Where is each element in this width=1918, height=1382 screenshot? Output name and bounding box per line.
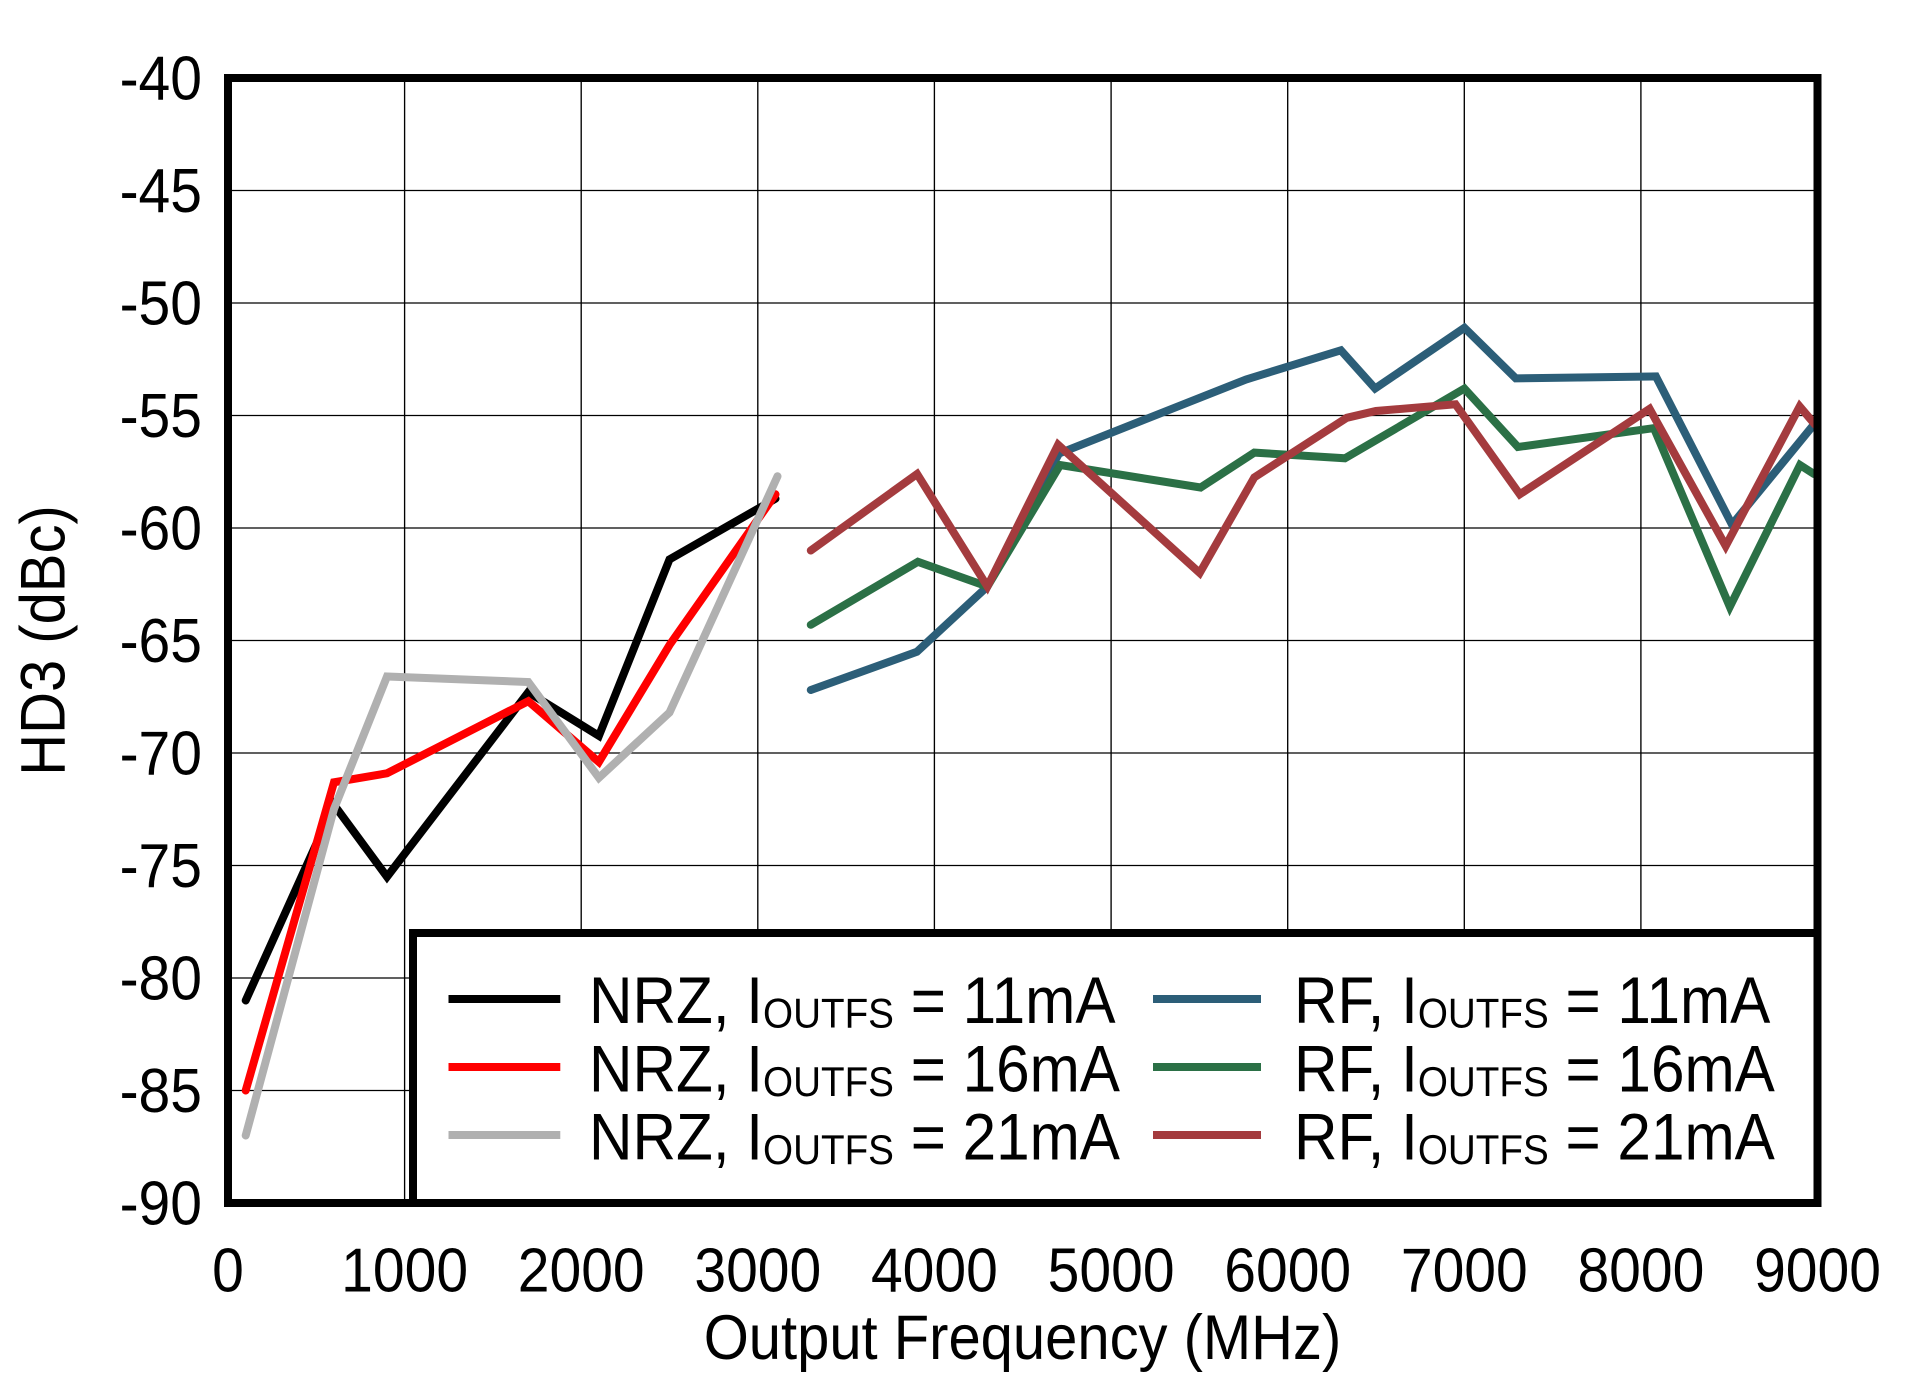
svg-text:-65: -65 <box>120 606 202 676</box>
svg-text:7000: 7000 <box>1401 1235 1528 1305</box>
svg-text:-80: -80 <box>120 943 202 1013</box>
svg-text:NRZ, IOUTFS = 16mA: NRZ, IOUTFS = 16mA <box>589 1033 1120 1106</box>
svg-text:NRZ, IOUTFS = 21mA: NRZ, IOUTFS = 21mA <box>589 1101 1120 1174</box>
svg-text:0: 0 <box>212 1235 244 1305</box>
svg-text:2000: 2000 <box>518 1235 645 1305</box>
svg-text:3000: 3000 <box>694 1235 821 1305</box>
svg-text:9000: 9000 <box>1754 1235 1881 1305</box>
svg-text:-50: -50 <box>120 268 202 338</box>
svg-text:1000: 1000 <box>341 1235 468 1305</box>
svg-text:-45: -45 <box>120 156 202 226</box>
svg-text:6000: 6000 <box>1224 1235 1351 1305</box>
svg-text:-75: -75 <box>120 831 202 901</box>
svg-text:-85: -85 <box>120 1056 202 1126</box>
svg-text:Output Frequency (MHz): Output Frequency (MHz) <box>704 1302 1342 1373</box>
svg-text:-70: -70 <box>120 718 202 788</box>
svg-text:HD3 (dBc): HD3 (dBc) <box>7 505 78 775</box>
svg-text:-90: -90 <box>120 1168 202 1238</box>
svg-text:-40: -40 <box>120 43 202 113</box>
svg-text:-55: -55 <box>120 381 202 451</box>
svg-text:8000: 8000 <box>1577 1235 1704 1305</box>
svg-text:4000: 4000 <box>871 1235 998 1305</box>
svg-text:-60: -60 <box>120 493 202 563</box>
svg-text:5000: 5000 <box>1048 1235 1175 1305</box>
